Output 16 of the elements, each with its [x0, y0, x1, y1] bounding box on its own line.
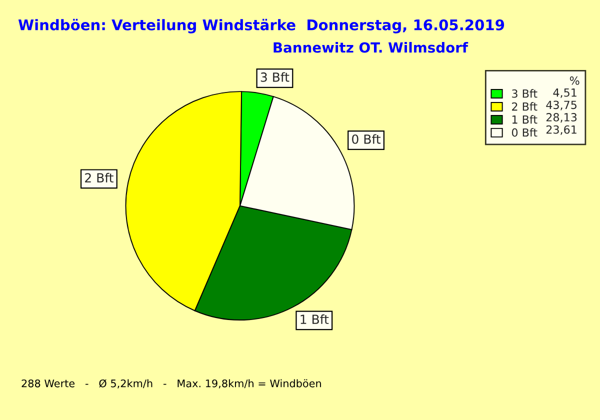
legend-label: 3 Bft: [512, 89, 538, 98]
slice-label: 3 Bft: [260, 72, 290, 82]
legend-title: %: [570, 76, 580, 85]
legend-label: 2 Bft: [512, 102, 538, 111]
slice-label: 2 Bft: [85, 172, 114, 182]
data-label: 23,61: [546, 125, 576, 135]
data-label: 4,51: [553, 88, 576, 98]
data-label: 28,13: [546, 113, 577, 123]
legend-label: 1 Bft: [512, 115, 538, 124]
data-label: 43,75: [546, 100, 576, 110]
text: 288 Werte - Ø 5,2km/h - Max. 19,8km/h = Windböen: [22, 379, 321, 388]
chart-title: Windböen: Verteilung Windstärke Donnerstag, 16.05.2019: [18, 18, 504, 34]
chart-subtitle: Bannewitz OT. Wilmsdorf: [274, 42, 468, 53]
slice-label: 1 Bft: [300, 314, 329, 324]
legend-label: 0 Bft: [512, 128, 538, 137]
slice-label: 0 Bft: [352, 134, 381, 144]
